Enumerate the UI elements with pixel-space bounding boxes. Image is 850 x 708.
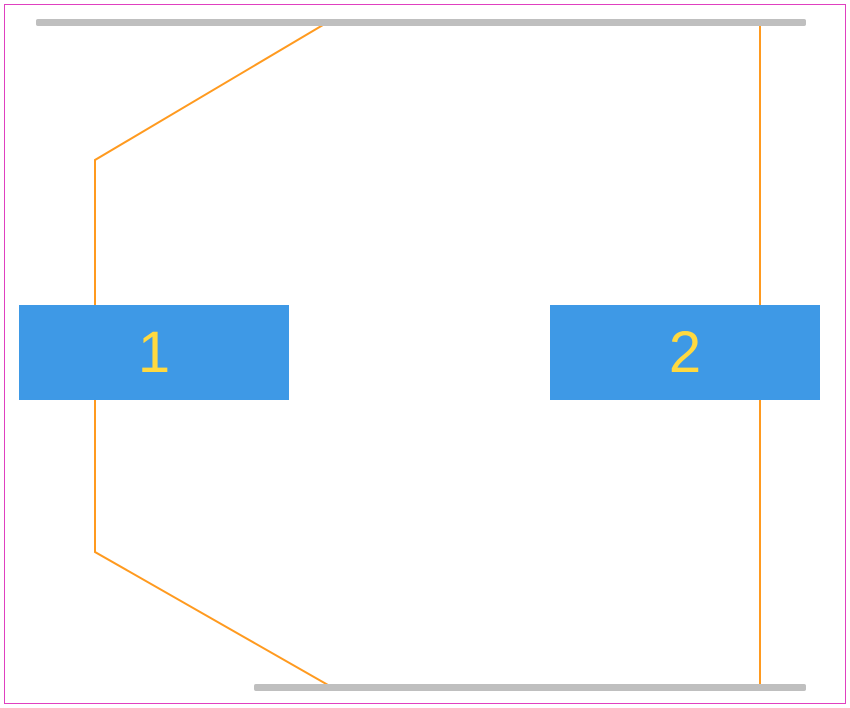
pad-1-label: 1 [138, 319, 170, 386]
silkscreen-line-bottom [254, 684, 806, 691]
pad-1: 1 [19, 305, 289, 400]
pad-2: 2 [550, 305, 820, 400]
silkscreen-line-top [36, 19, 806, 26]
pad-2-label: 2 [669, 319, 701, 386]
